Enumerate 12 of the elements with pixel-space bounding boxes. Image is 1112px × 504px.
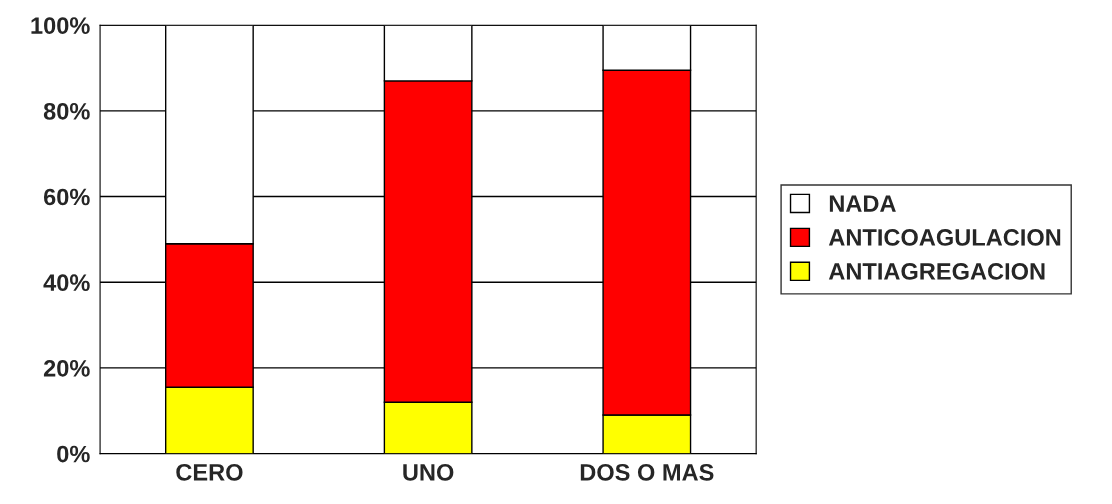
legend-label: NADA: [829, 195, 896, 212]
y-tick-label: 40%: [43, 274, 90, 292]
y-tick-label: 80%: [43, 102, 90, 120]
y-tick-label: 0%: [57, 445, 90, 463]
y-tick-label: 100%: [31, 17, 90, 34]
x-tick-label: CERO: [176, 463, 243, 481]
x-tick-label: UNO: [403, 463, 454, 481]
y-tick-label: 20%: [43, 359, 90, 377]
legend-label: ANTIAGREGACION: [828, 263, 1045, 280]
y-tick-label: 60%: [43, 188, 90, 206]
x-tick-label: DOS O MAS: [580, 463, 714, 481]
legend-label: ANTICOAGULACION: [828, 229, 1061, 246]
